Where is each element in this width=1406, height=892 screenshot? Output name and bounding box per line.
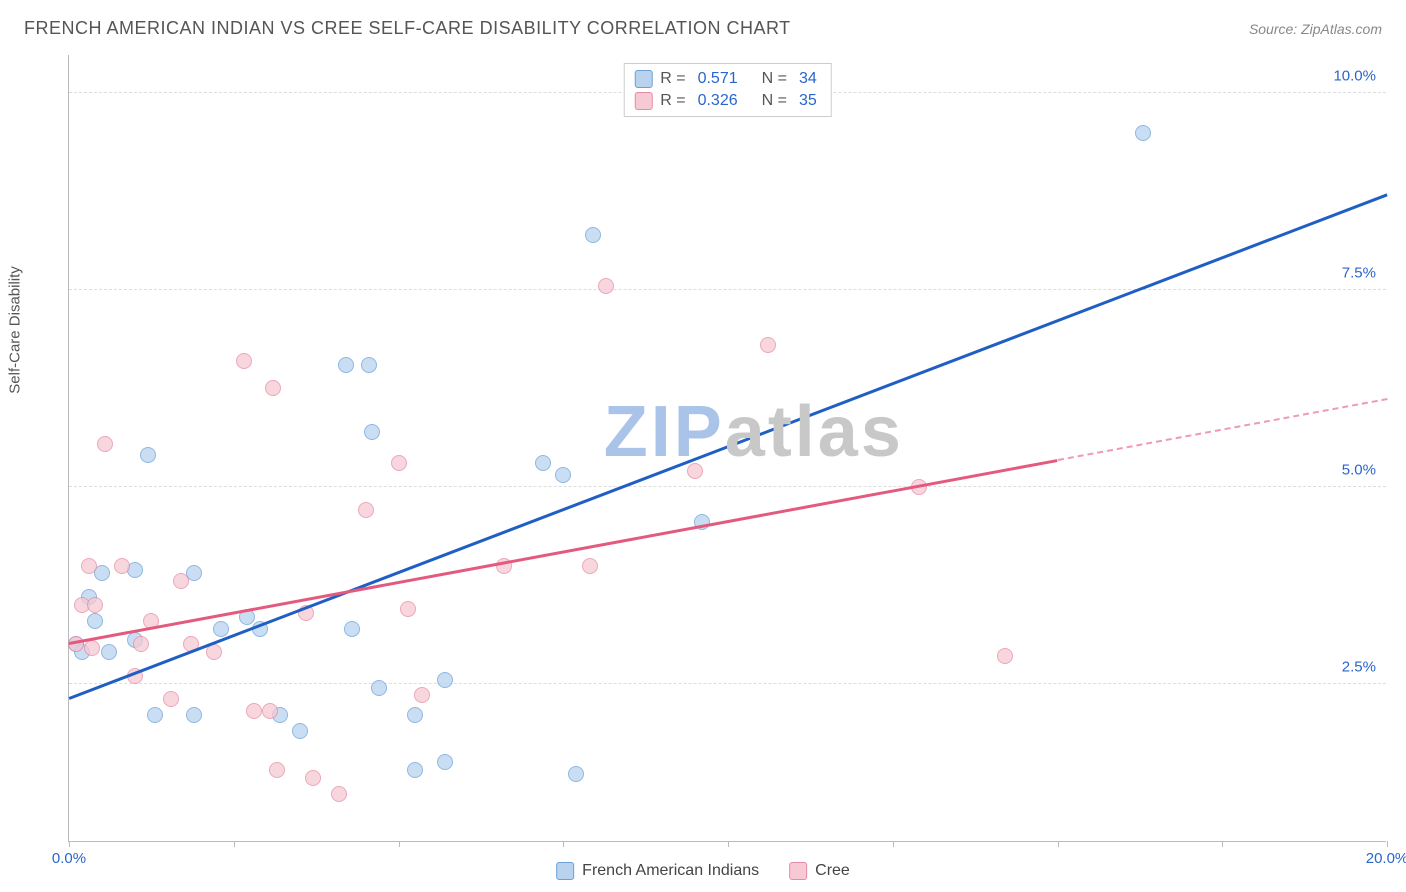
scatter-point: [568, 766, 584, 782]
series-legend-item: French American Indians: [556, 862, 759, 880]
scatter-point: [101, 644, 117, 660]
scatter-point: [1135, 125, 1151, 141]
x-tick: [563, 841, 564, 847]
scatter-point: [186, 707, 202, 723]
watermark-zip: ZIP: [604, 392, 725, 472]
legend-n-label: N =: [762, 70, 787, 88]
scatter-point: [582, 558, 598, 574]
y-tick-label: 2.5%: [1342, 658, 1376, 675]
legend-r-label: R =: [660, 92, 685, 110]
scatter-point: [371, 680, 387, 696]
chart-header: FRENCH AMERICAN INDIAN VS CREE SELF-CARE…: [0, 0, 1406, 47]
x-tick: [1222, 841, 1223, 847]
legend-r-value: 0.326: [698, 92, 738, 110]
trend-line: [69, 193, 1388, 699]
scatter-point: [361, 357, 377, 373]
source-attribution: Source: ZipAtlas.com: [1249, 21, 1382, 37]
scatter-point: [437, 754, 453, 770]
gridline: [69, 289, 1386, 290]
x-tick-label: 20.0%: [1366, 850, 1406, 867]
scatter-point: [331, 786, 347, 802]
scatter-point: [84, 640, 100, 656]
chart-title: FRENCH AMERICAN INDIAN VS CREE SELF-CARE…: [24, 18, 791, 39]
legend-swatch: [634, 92, 652, 110]
scatter-point: [265, 380, 281, 396]
scatter-point: [344, 621, 360, 637]
y-tick-label: 5.0%: [1342, 461, 1376, 478]
legend-n-value: 34: [799, 70, 817, 88]
scatter-point: [400, 601, 416, 617]
gridline: [69, 683, 1386, 684]
scatter-point: [391, 455, 407, 471]
scatter-point: [585, 227, 601, 243]
y-axis-label: Self-Care Disability: [7, 266, 24, 394]
scatter-point: [269, 762, 285, 778]
scatter-point: [437, 672, 453, 688]
scatter-point: [364, 424, 380, 440]
y-tick-label: 10.0%: [1333, 68, 1376, 85]
scatter-point: [206, 644, 222, 660]
y-tick-label: 7.5%: [1342, 265, 1376, 282]
scatter-point: [555, 467, 571, 483]
scatter-point: [760, 337, 776, 353]
legend-n-label: N =: [762, 92, 787, 110]
legend-n-value: 35: [799, 92, 817, 110]
scatter-point: [97, 436, 113, 452]
scatter-point: [407, 762, 423, 778]
scatter-point: [407, 707, 423, 723]
x-tick: [728, 841, 729, 847]
scatter-point: [81, 558, 97, 574]
x-tick: [893, 841, 894, 847]
scatter-point: [236, 353, 252, 369]
x-tick: [1058, 841, 1059, 847]
legend-swatch: [789, 862, 807, 880]
trend-line: [1057, 398, 1387, 461]
gridline: [69, 486, 1386, 487]
plot-region: R = 0.571 N = 34 R = 0.326 N = 35 ZIPatlas 2.5%…: [68, 55, 1386, 842]
x-tick-label: 0.0%: [52, 850, 86, 867]
scatter-point: [262, 703, 278, 719]
series-legend: French American Indians Cree: [556, 862, 850, 880]
legend-swatch: [634, 70, 652, 88]
scatter-point: [133, 636, 149, 652]
x-tick: [69, 841, 70, 847]
scatter-point: [598, 278, 614, 294]
scatter-point: [358, 502, 374, 518]
scatter-point: [997, 648, 1013, 664]
series-legend-label: French American Indians: [582, 862, 759, 880]
legend-swatch: [556, 862, 574, 880]
scatter-point: [114, 558, 130, 574]
scatter-point: [414, 687, 430, 703]
scatter-point: [246, 703, 262, 719]
scatter-point: [213, 621, 229, 637]
scatter-point: [163, 691, 179, 707]
legend-r-label: R =: [660, 70, 685, 88]
series-legend-label: Cree: [815, 862, 850, 880]
x-tick: [1387, 841, 1388, 847]
scatter-point: [292, 723, 308, 739]
scatter-point: [535, 455, 551, 471]
legend-row: R = 0.326 N = 35: [634, 90, 821, 112]
series-legend-item: Cree: [789, 862, 850, 880]
watermark: ZIPatlas: [604, 391, 904, 473]
scatter-point: [173, 573, 189, 589]
scatter-point: [687, 463, 703, 479]
scatter-point: [140, 447, 156, 463]
scatter-point: [147, 707, 163, 723]
scatter-point: [87, 597, 103, 613]
legend-row: R = 0.571 N = 34: [634, 68, 821, 90]
scatter-point: [338, 357, 354, 373]
x-tick: [399, 841, 400, 847]
scatter-point: [87, 613, 103, 629]
legend-r-value: 0.571: [698, 70, 738, 88]
watermark-atlas: atlas: [725, 392, 904, 472]
x-tick: [234, 841, 235, 847]
chart-area: Self-Care Disability R =0.571N =34R =0.3…: [50, 55, 1386, 842]
correlation-legend: R = 0.571 N = 34 R = 0.326 N = 35: [623, 63, 832, 117]
scatter-point: [305, 770, 321, 786]
